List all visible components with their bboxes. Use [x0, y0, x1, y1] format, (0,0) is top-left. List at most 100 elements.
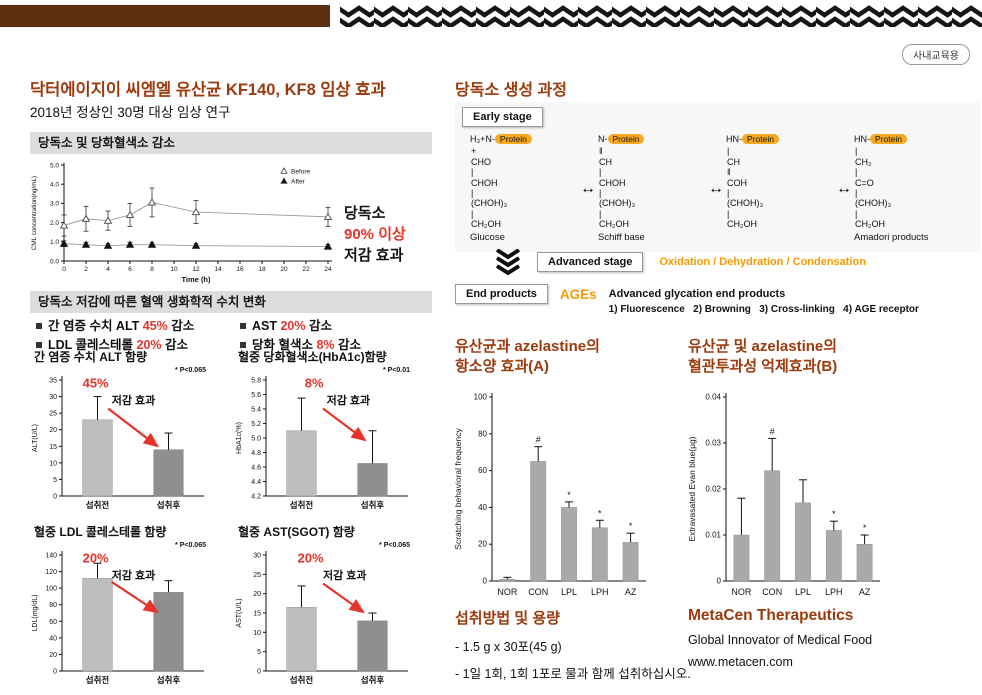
After-marker — [125, 240, 135, 248]
annotation-line3: 저감 효과 — [344, 247, 404, 264]
svg-text:LPL: LPL — [795, 587, 811, 597]
svg-text:0.02: 0.02 — [705, 485, 721, 494]
svg-text:120: 120 — [45, 569, 57, 576]
down-arrows-icon — [495, 249, 521, 275]
svg-text:섭취전: 섭취전 — [290, 500, 314, 510]
svg-text:0: 0 — [62, 266, 66, 273]
After-marker — [103, 241, 113, 249]
bar-섭취전 — [286, 606, 317, 672]
bar-섭취후 — [153, 592, 184, 672]
svg-text:10: 10 — [170, 266, 178, 273]
protein-highlight: Protein — [607, 134, 645, 144]
svg-text:12: 12 — [192, 266, 200, 273]
protein-highlight: Protein — [494, 134, 532, 144]
chart-a-title: 유산균과 azelastine의 항소양 효과(A) — [455, 337, 600, 377]
bar-LPL — [561, 507, 577, 582]
evan-svg: 0 0.01 0.02 0.03 0.04 NOR # CON LPL * LPH * AZ Extrav… — [687, 393, 880, 597]
bar-섭취전 — [82, 578, 113, 672]
alt-svg: 0 5 10 15 20 25 30 35 섭취전 섭취후 ALT(U/L) * P<0.065 45%… — [32, 367, 206, 510]
finding-item: LDL 콜레스테롤 20% 감소 — [36, 336, 194, 355]
svg-text:*: * — [832, 509, 836, 519]
right-title: 당독소 생성 과정 — [455, 82, 567, 99]
svg-text:#: # — [770, 426, 775, 436]
svg-text:섭취후: 섭취후 — [361, 500, 385, 510]
svg-text:LPH: LPH — [825, 587, 843, 597]
bar-AZ — [622, 542, 639, 582]
svg-text:LDL(mg/dL): LDL(mg/dL) — [32, 595, 39, 632]
svg-text:20: 20 — [253, 591, 261, 598]
chart-a-title-line1: 유산균과 azelastine의 — [455, 338, 600, 355]
svg-text:20%: 20% — [83, 551, 109, 566]
svg-text:* P<0.065: * P<0.065 — [175, 542, 206, 549]
svg-text:100: 100 — [45, 586, 57, 593]
svg-text:0.0: 0.0 — [50, 258, 59, 265]
bar-섭취전 — [286, 430, 317, 497]
svg-text:5: 5 — [257, 649, 261, 656]
svg-text:NOR: NOR — [731, 587, 752, 597]
svg-text:4.4: 4.4 — [251, 479, 261, 486]
svg-text:4.2: 4.2 — [251, 494, 261, 501]
scratch-svg: 0 20 40 60 80 100 NOR # CON * LPL * LPH * AZ Scratching… — [453, 393, 646, 597]
svg-text:80: 80 — [478, 429, 487, 438]
chart-b-title: 유산균 및 azelastine의 혈관투과성 억제효과(B) — [688, 337, 837, 377]
svg-text:1.0: 1.0 — [50, 239, 59, 246]
svg-text:20%: 20% — [298, 551, 324, 566]
svg-text:Scratching behavioral frequenc: Scratching behavioral frequency — [453, 428, 463, 550]
After-marker — [81, 240, 91, 248]
chemical-structure: HN- Protein | CH₂ | C=O | (CHOH)₃ | CH₂OH Amadori … — [854, 134, 929, 243]
svg-text:60: 60 — [478, 466, 487, 475]
end-products-row: End products AGEs Advanced glycation end… — [455, 284, 919, 315]
square-bullet-icon — [36, 342, 42, 348]
svg-text:*: * — [598, 508, 602, 518]
svg-text:* P<0.01: * P<0.01 — [383, 367, 410, 374]
svg-text:4: 4 — [106, 266, 110, 273]
svg-text:AZ: AZ — [625, 587, 637, 597]
After-marker — [147, 240, 157, 248]
svg-text:24: 24 — [324, 266, 332, 273]
bar-AZ — [856, 543, 873, 582]
internal-education-badge: 사내교육용 — [902, 44, 970, 65]
svg-text:2: 2 — [84, 266, 88, 273]
intake-line1: - 1.5 g x 30포(45 g) — [455, 640, 562, 654]
bar-CON — [530, 461, 547, 582]
svg-text:5.6: 5.6 — [251, 392, 261, 399]
After-marker — [59, 239, 69, 247]
svg-text:8%: 8% — [305, 376, 324, 391]
protein-highlight: Protein — [742, 134, 779, 144]
svg-text:80: 80 — [49, 602, 57, 609]
square-bullet-icon — [36, 323, 42, 329]
svg-text:AST(U/L): AST(U/L) — [236, 598, 243, 627]
svg-text:섭취전: 섭취전 — [86, 500, 110, 510]
Before-marker — [125, 210, 135, 218]
svg-text:ALT(U/L): ALT(U/L) — [32, 424, 39, 452]
alt-chart-title: 간 염증 수치 ALT 함량 — [34, 350, 148, 364]
svg-text:*: * — [567, 490, 571, 500]
svg-text:After: After — [291, 178, 306, 185]
Before-marker — [191, 207, 201, 216]
finding-item: 당화 혈색소 8% 감소 — [240, 336, 361, 355]
svg-text:*: * — [863, 523, 867, 533]
svg-text:0: 0 — [257, 669, 261, 676]
svg-text:4.0: 4.0 — [50, 182, 59, 189]
chart-b-title-line2: 혈관투과성 억제효과(B) — [688, 358, 838, 375]
svg-text:저감 효과: 저감 효과 — [323, 568, 367, 582]
svg-text:0: 0 — [53, 669, 57, 676]
Before-marker — [103, 216, 113, 224]
svg-text:0: 0 — [483, 577, 488, 586]
svg-text:30: 30 — [253, 553, 261, 560]
svg-text:0.03: 0.03 — [705, 439, 721, 448]
findings-column-2: AST 20% 감소 당화 혈색소 8% 감소 — [240, 317, 361, 355]
svg-text:5.0: 5.0 — [50, 162, 59, 169]
svg-text:5.8: 5.8 — [251, 378, 261, 385]
svg-text:0: 0 — [717, 577, 722, 586]
bar-섭취후 — [153, 449, 184, 497]
cml-svg: 0.01.02.03.04.05.00 2 4 6 8 10 12 14 16 18 20 22 24T… — [31, 162, 333, 284]
ages-description-block: Advanced glycation end products 1) Fluor… — [609, 284, 919, 315]
svg-text:22: 22 — [302, 266, 310, 273]
svg-text:20: 20 — [478, 540, 487, 549]
ages-items: 1) Fluorescence 2) Browning 3) Cross-lin… — [608, 304, 919, 315]
svg-text:35: 35 — [49, 378, 57, 385]
svg-text:섭취후: 섭취후 — [157, 500, 181, 510]
section-header-glycotoxin-hba1c: 당독소 및 당화혈색소 감소 — [30, 132, 432, 154]
